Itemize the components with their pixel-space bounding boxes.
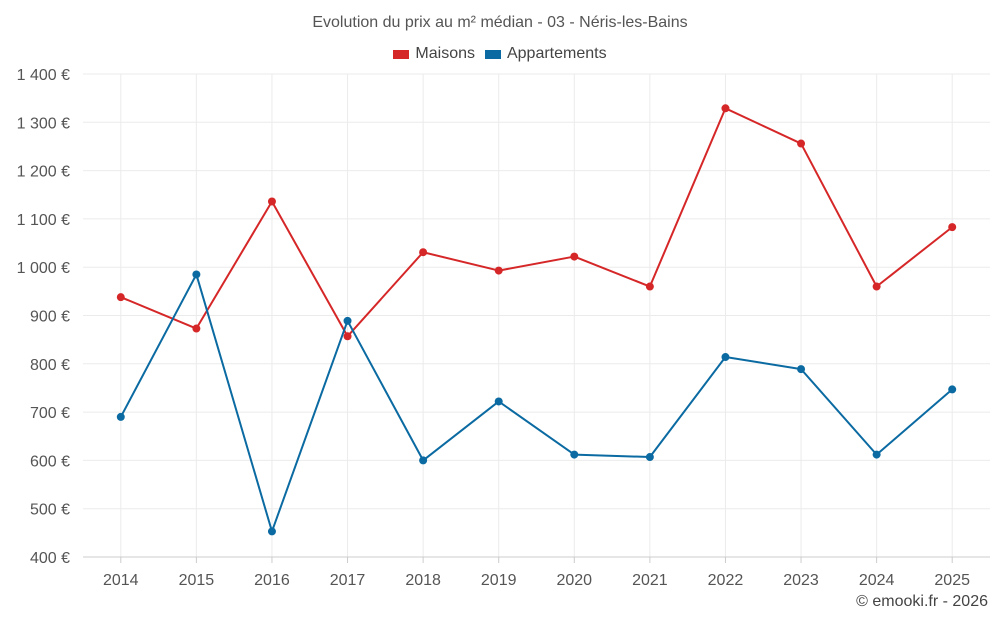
- data-point-appartements: [419, 456, 428, 465]
- y-tick-label: 1 400 €: [17, 67, 70, 84]
- y-tick-label: 900 €: [30, 309, 70, 326]
- y-tick-label: 1 100 €: [17, 212, 70, 229]
- y-tick-label: 1 000 €: [17, 260, 70, 277]
- x-tick-label: 2019: [481, 572, 517, 589]
- legend-swatch-maisons: [393, 49, 410, 59]
- series-line-appartements: [119, 273, 953, 533]
- y-tick-label: 1 200 €: [17, 164, 70, 181]
- x-tick-label: 2018: [405, 572, 441, 589]
- data-point-maisons: [343, 332, 352, 341]
- data-point-maisons: [494, 266, 503, 275]
- data-point-appartements: [116, 412, 125, 421]
- data-point-maisons: [872, 282, 881, 291]
- data-point-maisons: [645, 282, 654, 291]
- data-point-appartements: [872, 450, 881, 459]
- legend-item-maisons[interactable]: Maisons: [393, 45, 475, 63]
- legend-label-appartements: Appartements: [506, 45, 607, 62]
- y-tick-label: 400 €: [30, 550, 70, 567]
- data-point-appartements: [721, 353, 730, 362]
- data-point-appartements: [494, 397, 503, 406]
- y-tick-label: 1 300 €: [17, 115, 70, 132]
- x-tick-label: 2024: [859, 572, 895, 589]
- series-line-maisons: [120, 107, 953, 338]
- data-point-maisons: [721, 104, 730, 113]
- x-tick-label: 2023: [783, 572, 819, 589]
- x-tick-label: 2016: [254, 572, 290, 589]
- x-tick-label: 2014: [103, 572, 139, 589]
- data-point-maisons: [419, 248, 428, 257]
- x-tick-label: 2021: [632, 572, 668, 589]
- data-point-appartements: [797, 365, 806, 374]
- y-tick-label: 800 €: [30, 357, 70, 374]
- legend: Maisons Appartements: [0, 45, 1000, 63]
- legend-swatch-appartements: [484, 49, 501, 59]
- x-tick-label: 2020: [556, 572, 592, 589]
- x-tick-label: 2017: [330, 572, 366, 589]
- chart-title: Evolution du prix au m² médian - 03 - Né…: [312, 14, 688, 31]
- x-tick-label: 2022: [708, 572, 744, 589]
- x-tick-label: 2025: [934, 572, 970, 589]
- data-point-appartements: [192, 270, 201, 279]
- data-point-appartements: [570, 450, 579, 459]
- y-tick-label: 500 €: [30, 502, 70, 519]
- data-point-appartements: [645, 453, 654, 462]
- y-tick-label: 700 €: [30, 405, 70, 422]
- data-point-maisons: [267, 197, 276, 206]
- data-point-maisons: [192, 324, 201, 333]
- data-point-maisons: [797, 139, 806, 148]
- data-point-maisons: [570, 252, 579, 261]
- credit-text: © emooki.fr - 2026: [856, 593, 988, 610]
- data-point-appartements: [948, 385, 957, 394]
- data-point-maisons: [948, 223, 957, 232]
- x-tick-label: 2015: [179, 572, 215, 589]
- data-point-appartements: [267, 527, 276, 536]
- legend-item-appartements[interactable]: Appartements: [484, 45, 607, 63]
- data-point-appartements: [343, 316, 352, 325]
- y-tick-label: 600 €: [30, 453, 70, 470]
- legend-label-maisons: Maisons: [415, 45, 475, 62]
- data-point-maisons: [116, 293, 125, 302]
